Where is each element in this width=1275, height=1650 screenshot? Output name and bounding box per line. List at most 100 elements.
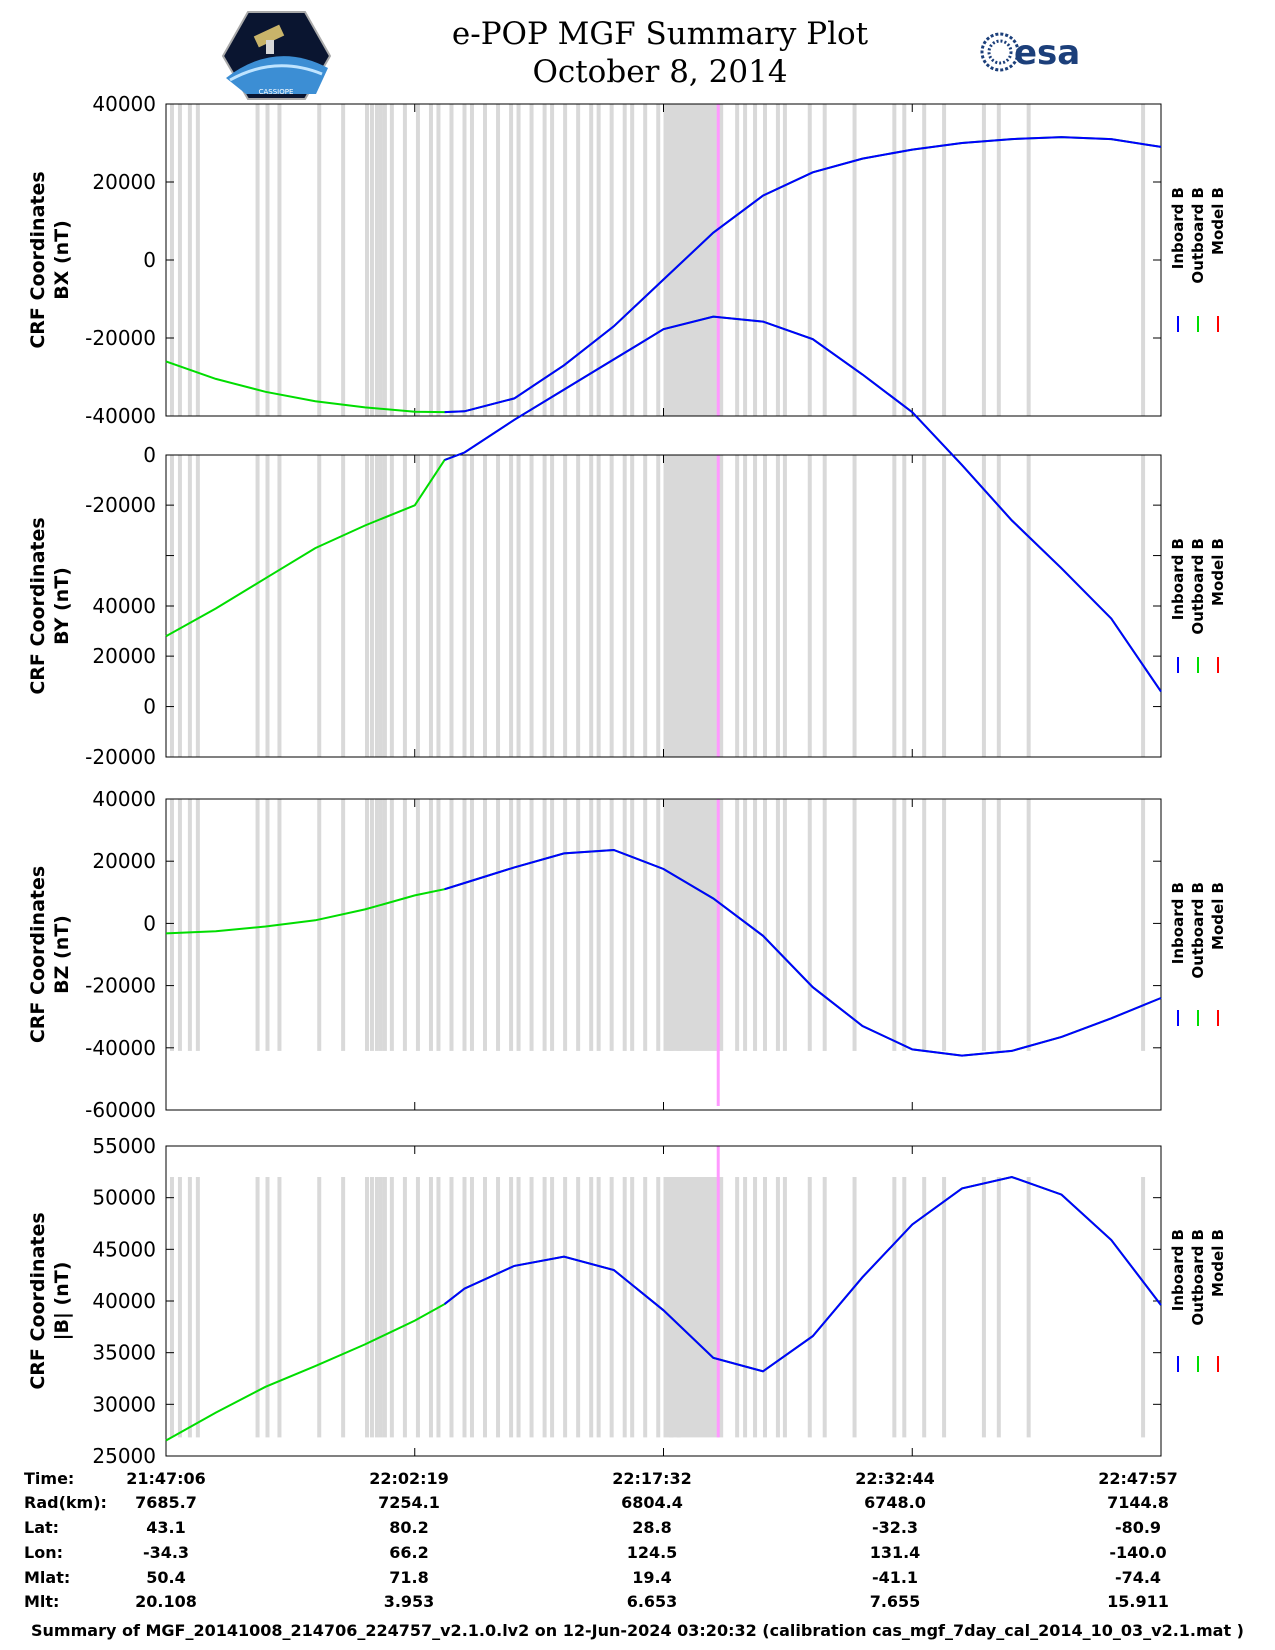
y-axis-label: CRF Coordinates: [27, 1212, 49, 1389]
table-cell: -34.3: [142, 1543, 190, 1562]
data-gap-stripe: [265, 799, 270, 1051]
data-gap-stripe: [669, 799, 674, 1051]
data-gap-stripe: [402, 799, 407, 1051]
data-gap-stripe: [496, 1177, 501, 1438]
series-line-inboard-b: [443, 1175, 1162, 1373]
data-gap-stripe: [255, 1177, 260, 1438]
y-tick-label: 30000: [92, 1392, 156, 1416]
row-label: Lat:: [24, 1518, 60, 1537]
data-gap-stripe: [902, 104, 907, 416]
data-gap-stripe: [436, 455, 441, 757]
data-gap-stripe: [852, 104, 857, 416]
table-cell: 7685.7: [135, 1493, 197, 1512]
data-gap-stripe: [630, 455, 635, 757]
data-gap-stripe: [656, 799, 661, 1051]
data-gap-stripe: [643, 799, 648, 1051]
data-gap-stripe: [753, 104, 758, 416]
data-gap-stripe: [669, 104, 674, 416]
data-gap-stripe: [195, 1177, 200, 1438]
data-gap-stripe: [382, 1177, 387, 1438]
data-gap-stripe: [469, 1177, 474, 1438]
legend-label: Model B: [1209, 882, 1227, 950]
table-cell: -41.1: [871, 1568, 919, 1587]
data-gap-stripe: [265, 455, 270, 757]
data-gap-stripe: [516, 799, 521, 1051]
data-gap-stripe: [436, 104, 441, 416]
data-gap-stripe: [462, 1177, 467, 1438]
table-cell: 22:47:57: [1098, 1469, 1178, 1488]
table-cell: 28.8: [632, 1518, 672, 1537]
data-gap-stripe: [902, 799, 907, 1051]
data-gap-stripe: [630, 104, 635, 416]
data-gap-stripe: [1141, 1177, 1146, 1438]
data-gap-stripe: [529, 799, 534, 1051]
series-line-inboard-b: [444, 315, 1162, 693]
data-gap-stripe: [822, 799, 827, 1051]
data-gap-stripe: [341, 455, 346, 757]
y-tick-label: 40000: [92, 594, 156, 618]
data-gap-stripe: [576, 455, 581, 757]
data-gap-stripe: [576, 104, 581, 416]
data-gap-stripe: [277, 1177, 282, 1438]
data-gap-block: [663, 799, 724, 1051]
data-gap-stripe: [365, 799, 369, 1051]
legend-label: Model B: [1209, 538, 1227, 606]
data-gap-stripe: [177, 799, 182, 1051]
row-label: Lon:: [24, 1543, 63, 1562]
data-gap-stripe: [609, 455, 614, 757]
row-label: Rad(km):: [24, 1493, 107, 1512]
data-gap-stripe: [378, 455, 383, 757]
data-gap-stripe: [563, 455, 568, 757]
data-gap-stripe: [996, 1177, 1001, 1438]
y-tick-label: 0: [143, 695, 156, 719]
data-gap-stripe: [317, 799, 322, 1051]
data-gap-stripe: [449, 455, 454, 757]
y-tick-label: 40000: [92, 787, 156, 811]
table-cell: 3.953: [383, 1592, 435, 1611]
data-gap-stripe: [516, 1177, 521, 1438]
chart-panel-4: 55000 50000 45000 40000 35000 30000 25000 CRF C…: [27, 1134, 1227, 1468]
data-gap-stripe: [563, 104, 568, 416]
y-axis-label: |B| (nT): [51, 1262, 73, 1341]
table-cell: 50.4: [146, 1568, 186, 1587]
data-gap-stripe: [852, 1177, 857, 1438]
data-gap-stripe: [187, 1177, 192, 1438]
data-gap-stripe: [892, 455, 897, 757]
legend-label: Outboard B: [1189, 538, 1207, 635]
data-gap-stripe: [775, 1177, 780, 1438]
data-gap-stripe: [469, 104, 474, 416]
data-gap-stripe: [369, 1177, 374, 1438]
y-tick-label: 0: [143, 443, 156, 467]
data-gap-stripe: [643, 104, 648, 416]
data-gap-stripe: [265, 104, 270, 416]
data-gap-stripe: [1026, 1177, 1031, 1438]
data-gap-stripe: [782, 455, 787, 757]
data-gap-stripe: [516, 104, 521, 416]
data-gap-stripe: [187, 104, 192, 416]
data-gap-stripe: [630, 1177, 635, 1438]
data-gap-stripe: [317, 1177, 322, 1438]
data-gap-stripe: [369, 104, 374, 416]
data-gap-stripe: [942, 104, 947, 416]
data-gap-stripe: [469, 799, 474, 1051]
data-gap-stripe: [576, 799, 581, 1051]
data-gap-stripe: [676, 104, 681, 416]
data-gap-stripe: [996, 104, 1001, 416]
data-gap-stripe: [428, 455, 433, 757]
data-gap-stripe: [822, 104, 827, 416]
data-gap-stripe: [374, 799, 379, 1051]
data-gap-stripe: [509, 104, 514, 416]
data-gap-stripe: [449, 799, 454, 1051]
series-line-inboard-b: [444, 136, 1162, 414]
series-line-inboard-b: [444, 848, 1162, 1057]
data-gap-stripe: [596, 104, 601, 416]
data-gap-stripe: [1141, 104, 1146, 416]
data-gap-stripe: [763, 104, 767, 416]
data-gap-stripe: [922, 455, 927, 757]
data-gap-stripe: [542, 799, 547, 1051]
cassiope-logo: CASSIOPE: [221, 11, 332, 100]
data-gap-stripe: [1026, 104, 1031, 416]
mgf-summary-figure: CASSIOPE esa 40000 20000 0 -20000 -40000 CRF …: [27, 11, 1227, 1468]
data-gap-stripe: [542, 104, 547, 416]
data-gap-stripe: [365, 455, 369, 757]
